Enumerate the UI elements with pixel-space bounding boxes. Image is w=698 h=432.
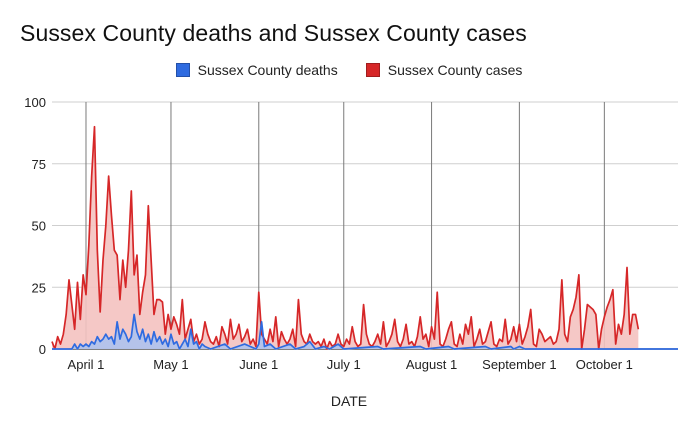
legend-swatch-cases bbox=[365, 63, 380, 77]
y-tick-label: 25 bbox=[32, 280, 46, 295]
legend-label-cases: Sussex County cases bbox=[387, 62, 523, 78]
x-tick-label: August 1 bbox=[406, 357, 457, 372]
x-axis-label: DATE bbox=[330, 393, 368, 409]
y-tick-label: 50 bbox=[32, 219, 46, 234]
legend-label-deaths: Sussex County deaths bbox=[197, 62, 338, 78]
x-tick-label: October 1 bbox=[576, 357, 633, 372]
series-area-cases bbox=[52, 126, 639, 349]
series-line-deaths bbox=[52, 313, 678, 350]
series-area-deaths bbox=[52, 314, 678, 349]
legend-item-deaths: Sussex County deaths bbox=[175, 62, 338, 78]
y-tick-label: 100 bbox=[24, 95, 46, 110]
x-tick-label: April 1 bbox=[68, 357, 105, 372]
x-tick-label: September 1 bbox=[482, 357, 556, 372]
series-lines bbox=[51, 125, 678, 350]
chart-legend: Sussex County deaths Sussex County cases bbox=[0, 62, 698, 78]
axis-ticks: 0 25 50 75 100 April 1 May 1 June 1 July 1 August… bbox=[24, 95, 633, 372]
series-line-cases bbox=[51, 125, 640, 350]
legend-item-cases: Sussex County cases bbox=[365, 62, 523, 78]
legend-swatch-deaths bbox=[175, 63, 190, 77]
x-tick-label: June 1 bbox=[239, 357, 278, 372]
x-tick-label: July 1 bbox=[327, 357, 361, 372]
series-areas bbox=[52, 126, 678, 349]
chart-title: Sussex County deaths and Sussex County c… bbox=[20, 20, 527, 46]
y-tick-label: 75 bbox=[32, 157, 46, 172]
y-tick-label: 0 bbox=[39, 342, 46, 357]
x-tick-label: May 1 bbox=[153, 357, 188, 372]
